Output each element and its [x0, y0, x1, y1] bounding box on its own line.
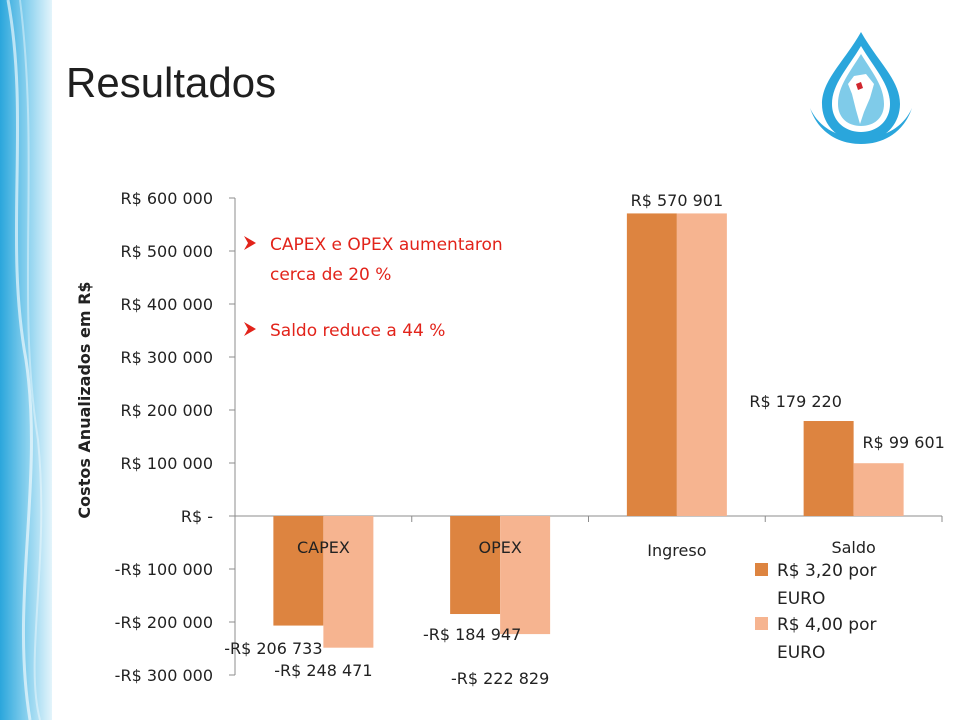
bar-saldo-series-1	[803, 421, 854, 516]
legend-label: R$ 4,00 por	[777, 615, 876, 635]
y-tick-label: R$ 100 000	[120, 454, 213, 473]
bar-capex-series-1	[273, 516, 324, 626]
y-tick-label: -R$ 300 000	[115, 666, 213, 685]
bar-opex-series-1	[450, 516, 501, 615]
bar-opex-series-2	[500, 516, 551, 635]
legend-label: EURO	[777, 643, 825, 663]
note-item: Saldo reduce a 44 %	[244, 321, 445, 341]
category-label-saldo: Saldo	[831, 538, 875, 557]
legend-label: EURO	[777, 589, 825, 609]
bar-ingreso-series-1	[626, 213, 677, 516]
note-item: CAPEX e OPEX aumentaron cerca de 20 %	[244, 235, 503, 285]
slide-title: Resultados	[66, 59, 277, 106]
bar-ingreso-series-2	[676, 213, 727, 516]
y-tick-label: -R$ 100 000	[115, 560, 213, 579]
data-label: -R$ 248 471	[274, 661, 372, 680]
water-drop-logo-icon	[810, 32, 912, 144]
chart-legend: R$ 3,20 por EURO R$ 4,00 por EURO	[755, 561, 876, 663]
data-label: -R$ 184 947	[423, 625, 521, 644]
category-label-ingreso: Ingreso	[647, 541, 706, 560]
category-label-capex: CAPEX	[297, 538, 350, 557]
y-tick-label: -R$ 200 000	[115, 613, 213, 632]
y-axis: R$ 600 000 R$ 500 000 R$ 400 000 R$ 300 000…	[115, 189, 236, 685]
data-label: R$ 179 220	[749, 392, 842, 411]
data-label: -R$ 206 733	[224, 639, 322, 658]
y-tick-label: R$ 300 000	[120, 348, 213, 367]
data-label: R$ 99 601	[862, 433, 944, 452]
legend-swatch	[755, 563, 768, 576]
y-tick-label: R$ 400 000	[120, 295, 213, 314]
arrow-bullet-icon	[244, 322, 256, 336]
note-text-capex-opex: CAPEX e OPEX aumentaron	[270, 235, 503, 255]
note-text-capex-opex-cont: cerca de 20 %	[270, 265, 391, 285]
arrow-bullet-icon	[244, 236, 256, 250]
y-tick-label: R$ 200 000	[120, 401, 213, 420]
note-text-saldo: Saldo reduce a 44 %	[270, 321, 445, 341]
data-label: R$ 570 901	[631, 191, 724, 210]
left-decorative-band	[0, 0, 52, 720]
legend-label: R$ 3,20 por	[777, 561, 876, 581]
bar-capex-series-2	[323, 516, 374, 648]
y-tick-label: R$ 500 000	[120, 242, 213, 261]
y-tick-label: R$ -	[181, 507, 213, 526]
data-label: -R$ 222 829	[451, 669, 549, 688]
legend-swatch	[755, 617, 768, 630]
bar-saldo-series-2	[853, 463, 904, 516]
category-label-opex: OPEX	[478, 538, 521, 557]
y-axis-title: Costos Anualizados em R$	[75, 281, 94, 518]
annotation-notes: CAPEX e OPEX aumentaron cerca de 20 % Sa…	[244, 235, 503, 341]
y-tick-label: R$ 600 000	[120, 189, 213, 208]
